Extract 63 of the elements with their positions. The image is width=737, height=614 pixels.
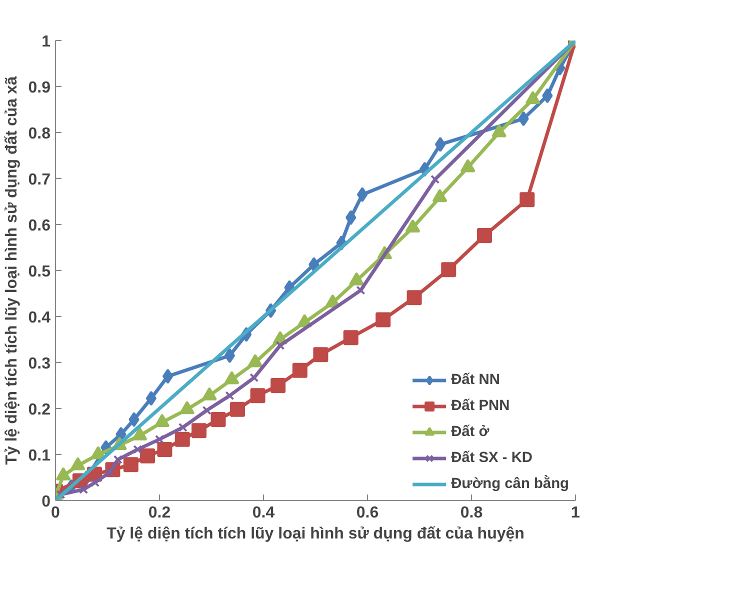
y-tick-label: 0.7 [28,172,51,188]
point [477,228,492,244]
legend-label: Đất PNN [451,398,510,414]
point [90,478,100,488]
x-tick-label: 0.6 [356,504,379,522]
y-tick-label: 0.5 [28,264,51,280]
point [308,257,320,272]
point [313,347,328,362]
x-tick-label: 0.8 [460,504,483,522]
point [79,484,88,494]
point [441,262,456,278]
point [518,111,529,126]
point [178,422,188,432]
point [140,448,156,464]
point [157,442,172,457]
point [346,210,356,226]
point [210,412,226,428]
point [430,174,440,184]
point [434,136,446,152]
y-tick-label: 0.4 [28,310,51,326]
y-axis-title: Tỷ lệ diện tích tích lũy loại hình sử dụng đất của xã [3,76,20,465]
point [250,388,266,404]
y-tick-label: 0 [42,494,51,510]
point [343,330,358,346]
point [202,406,212,415]
point [230,402,245,417]
point [276,340,285,350]
legend-label: Đất ở [451,424,490,440]
point [128,412,140,428]
legend-label: Đường cân bằng [451,476,569,492]
legend-label: Đất SX - KD [451,450,532,466]
point [146,390,157,406]
y-tick-label: 0.8 [28,126,51,142]
y-tick-label: 0.2 [28,402,51,418]
point [356,187,368,202]
point [520,192,535,208]
y-tick-label: 0.3 [28,356,51,372]
x-axis-title: Tỷ lệ diện tích tích lũy loại hình sử dụng đất của huyện [106,526,524,542]
point [270,378,286,393]
x-tick-label: 0.4 [252,504,275,522]
y-tick-label: 0.6 [28,218,51,234]
point [192,423,207,438]
legend-label: Đất NN [451,372,500,388]
point [174,432,190,447]
point [406,290,422,306]
y-tick-label: 0.9 [28,80,51,96]
point [123,457,138,472]
x-tick-label: 1 [571,504,580,522]
point [162,368,174,384]
point [542,88,553,104]
point [376,312,391,328]
point [250,373,259,382]
point [224,348,236,364]
point [225,391,234,400]
point [56,490,66,500]
point [113,455,122,464]
point [133,444,142,454]
x-tick-label: 0.2 [148,504,171,522]
y-tick-label: 0.1 [28,448,51,464]
point [292,362,308,378]
point [356,286,366,295]
point [154,434,164,444]
y-tick-label: 1 [42,34,51,50]
